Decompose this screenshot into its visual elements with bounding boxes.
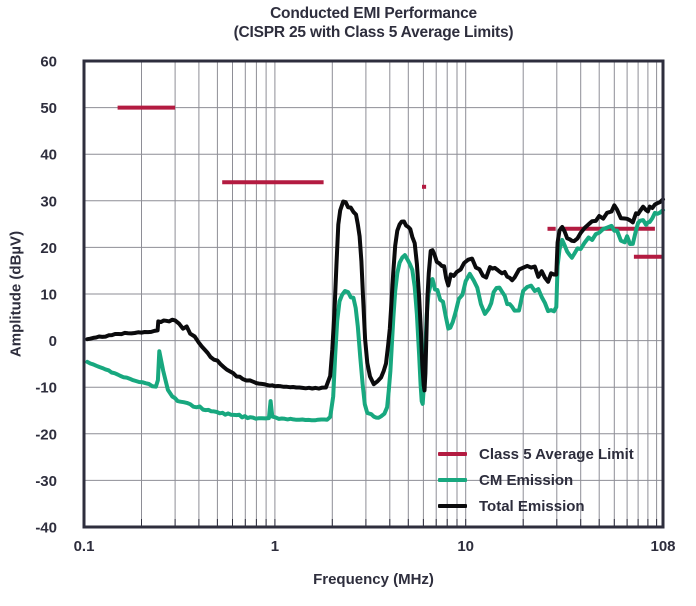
legend-swatch-cm: [438, 478, 467, 482]
x-tick-label: 0.1: [74, 538, 95, 555]
y-tick-label: -10: [35, 380, 57, 397]
x-tick-label: 10: [457, 538, 474, 555]
y-tick-label: 10: [40, 287, 57, 304]
x-tick-label: 1: [271, 538, 279, 555]
y-tick-label: 50: [40, 100, 57, 117]
plot-frame: [82, 59, 665, 529]
legend-label: Total Emission: [479, 497, 585, 515]
legend-swatch-limit: [438, 452, 467, 456]
y-tick-label: 40: [40, 147, 57, 164]
legend-label: CM Emission: [479, 471, 574, 489]
x-tick-label: 108: [650, 538, 675, 555]
y-axis-label: Amplitude (dBµV): [7, 230, 25, 358]
y-tick-label: -30: [35, 473, 57, 490]
legend-swatch-total: [438, 504, 467, 508]
legend-item: Total Emission: [438, 493, 634, 519]
legend-item: Class 5 Average Limit: [438, 441, 634, 467]
legend: Class 5 Average Limit CM Emission Total Em…: [438, 441, 634, 519]
y-tick-label: -40: [35, 520, 57, 537]
y-tick-label: 20: [40, 240, 57, 257]
y-tick-label: -20: [35, 426, 57, 443]
legend-item: CM Emission: [438, 467, 634, 493]
legend-label: Class 5 Average Limit: [479, 445, 634, 463]
x-axis-label: Frequency (MHz): [313, 571, 434, 588]
y-tick-label: 0: [49, 333, 57, 350]
cm-emission-curve: [85, 208, 665, 423]
total-emission-curve: [85, 197, 665, 393]
chart-title: Conducted EMI Performance: [270, 5, 477, 22]
y-tick-label: 60: [40, 54, 57, 71]
y-tick-label: 30: [40, 193, 57, 210]
chart-subtitle: (CISPR 25 with Class 5 Average Limits): [233, 24, 514, 41]
